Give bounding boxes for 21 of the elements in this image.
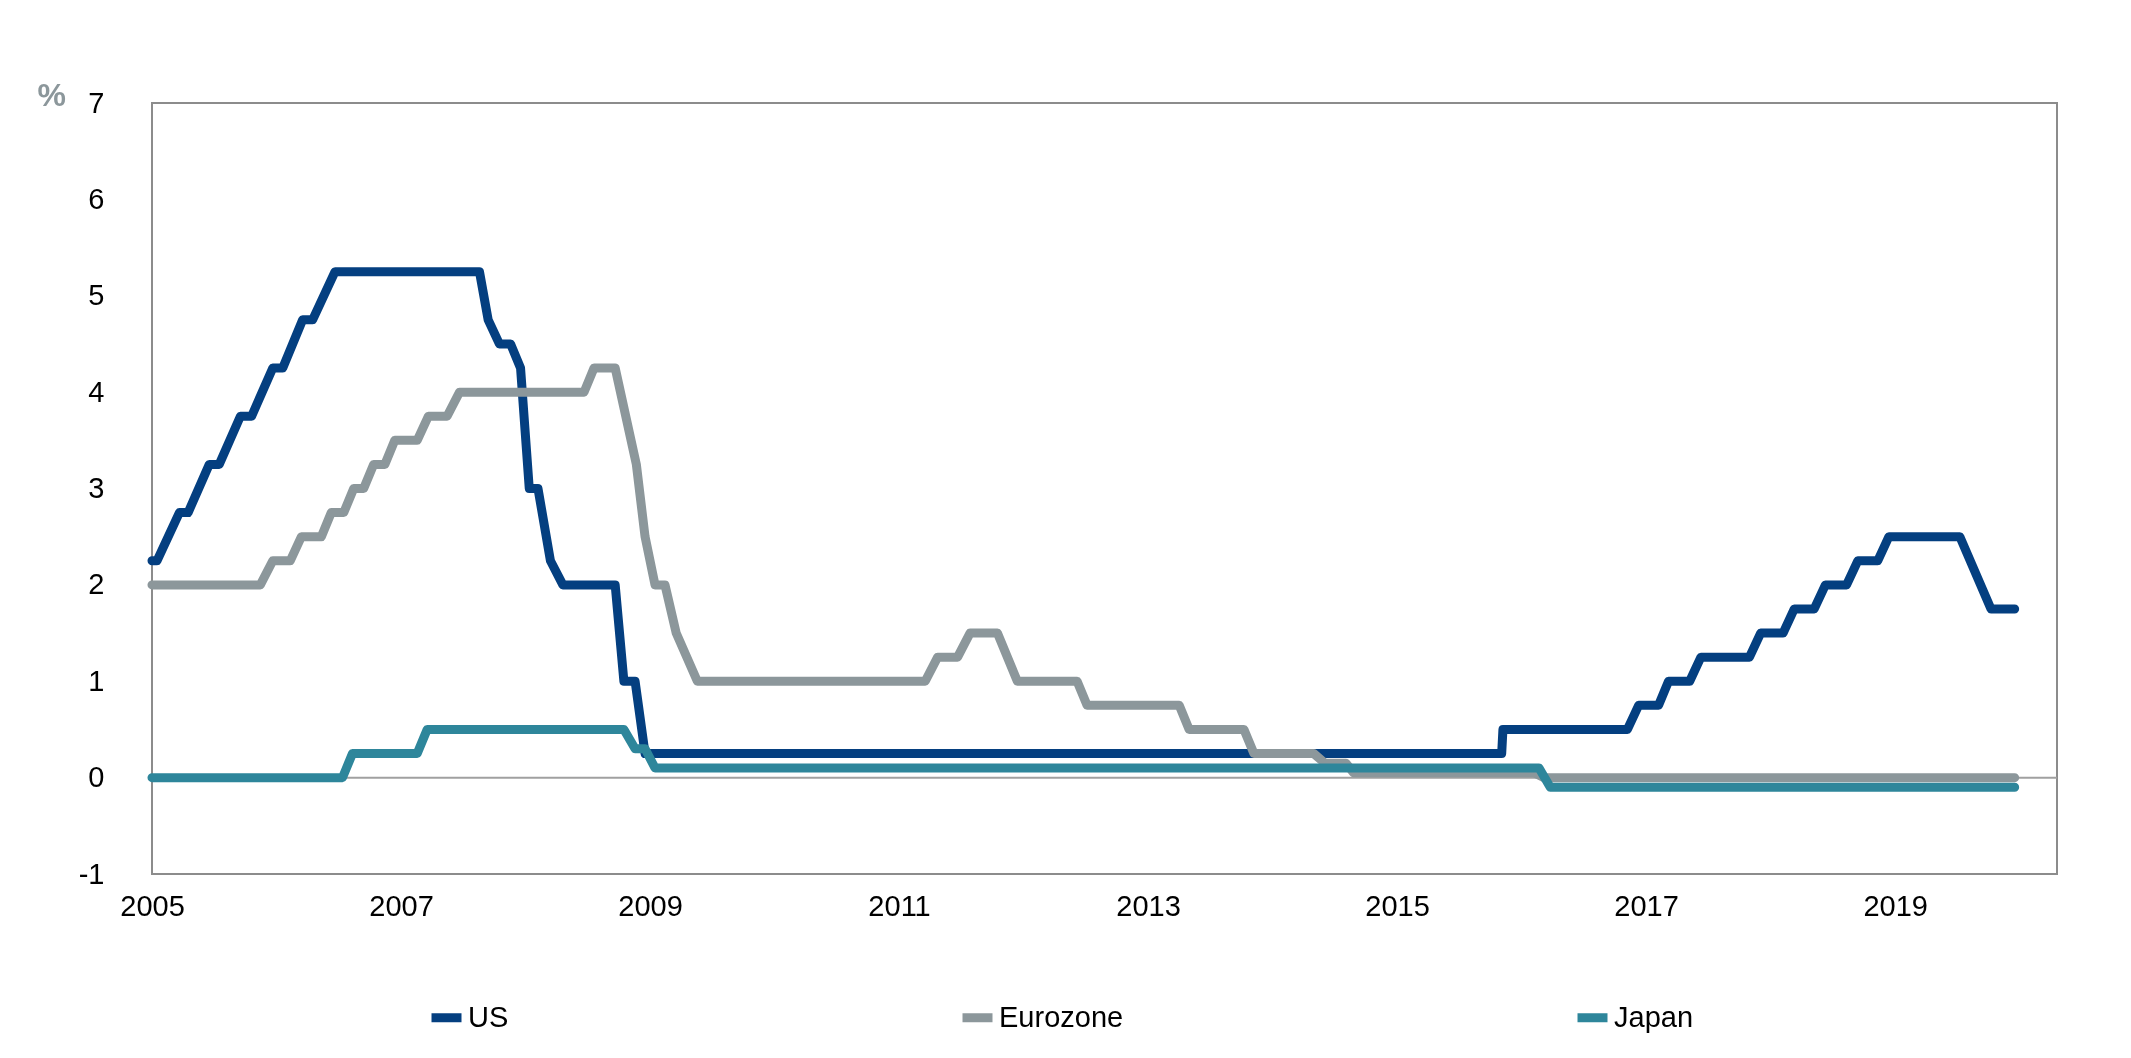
x-tick-label: 2009 [618,889,683,922]
x-tick-label: 2005 [120,889,185,922]
x-tick-label: 2015 [1365,889,1430,922]
x-tick-label: 2013 [1116,889,1181,922]
y-tick-label: 2 [88,568,105,601]
y-tick-label: 4 [88,375,105,408]
x-tick-label: 2017 [1614,889,1679,922]
x-tick-label: 2019 [1863,889,1928,922]
y-axis-title: % [37,76,66,113]
legend-label: Japan [1614,1000,1694,1033]
x-tick-label: 2007 [369,889,434,922]
y-tick-label: 5 [88,279,105,312]
y-tick-label: -1 [78,857,105,890]
legend-label: Eurozone [999,1000,1124,1033]
y-tick-label: 1 [88,664,105,697]
x-tick-label: 2011 [868,889,931,922]
y-tick-label: 6 [88,182,105,215]
y-tick-label: 7 [88,86,105,119]
y-tick-label: 0 [88,761,105,794]
legend-label: US [468,1000,509,1033]
y-tick-label: 3 [88,472,105,504]
